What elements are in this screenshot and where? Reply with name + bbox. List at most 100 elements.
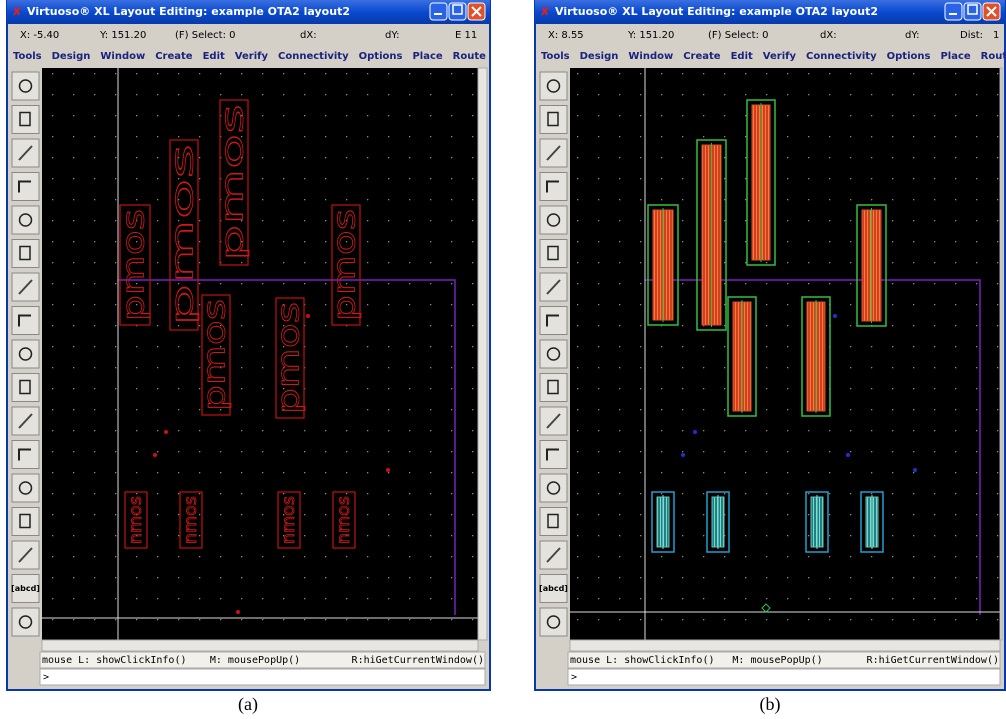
pin-dot [693,430,697,434]
instance-label: pmos [198,299,233,411]
instance-label: nmos [181,496,201,544]
minimize-button[interactable] [945,3,962,20]
status-field: Dist: [960,30,983,41]
menu-item[interactable]: Edit [203,51,225,62]
menu-item[interactable]: Create [155,51,193,62]
instance-label: nmos [334,496,354,544]
mouse-binding: mouse L: showClickInfo() [42,655,187,666]
tool-button[interactable] [12,340,39,368]
menu-item[interactable]: Place [940,51,970,62]
h-scrollbar[interactable] [42,640,478,651]
prompt: > [571,672,577,683]
tool-button[interactable] [540,206,567,234]
tool-button[interactable] [12,72,39,100]
mouse-binding: M: mousePopUp() [732,655,822,666]
pin-dot [681,453,685,457]
caption: (b) [760,694,781,715]
h-scrollbar[interactable] [570,640,1000,651]
tool-button[interactable] [540,307,567,335]
tool-button[interactable] [540,72,567,100]
tool-button[interactable] [12,206,39,234]
menu-item[interactable]: Edit [731,51,753,62]
minimize-button[interactable] [430,3,447,20]
status-field: dX: [820,30,837,41]
tool-button[interactable] [540,374,567,402]
tool-button[interactable] [540,474,567,502]
window-title: Virtuoso® XL Layout Editing: example OTA… [555,5,878,18]
tool-button[interactable] [540,608,567,636]
tool-button[interactable] [12,608,39,636]
instance-label: nmos [126,496,146,544]
status-field: (F) Select: 0 [708,30,769,41]
tool-button[interactable] [540,508,567,536]
tool-button[interactable] [12,173,39,201]
status-field: dY: [385,30,400,41]
tool-button[interactable] [540,340,567,368]
prompt-bar [568,669,1000,685]
instance-label: pmos [272,302,307,414]
layout-canvas [570,68,1000,640]
layout-canvas: pmospmospmospmospmospmosnmosnmosnmosnmos [42,68,478,640]
pin-dot [846,453,850,457]
pin-dot [833,314,837,318]
status-field: X: -5.40 [20,30,59,41]
menu-item[interactable]: Verify [235,51,269,62]
pin-dot [913,468,917,472]
prompt: > [43,672,49,683]
pin-dot [236,610,240,614]
menu-item[interactable]: Options [887,51,931,62]
tool-label: [abcd] [539,584,568,593]
tool-label: [abcd] [11,584,40,593]
tool-button[interactable] [12,508,39,536]
menu-item[interactable]: Verify [763,51,797,62]
tool-button[interactable] [12,474,39,502]
tool-button[interactable] [12,307,39,335]
status-field: Y: 151.20 [99,30,146,41]
pin-dot [386,468,390,472]
menu-item[interactable]: Window [100,51,145,62]
mouse-binding: R:hiGetCurrentWindow() [352,655,484,666]
tool-button[interactable] [12,441,39,469]
tool-button[interactable] [540,173,567,201]
grid-dots [570,68,1000,640]
window: ✘Virtuoso® XL Layout Editing: example OT… [7,0,490,690]
pin-dot [164,430,168,434]
tool-button[interactable] [12,240,39,268]
app-icon: ✘ [12,5,22,19]
status-field: dX: [300,30,317,41]
tool-button[interactable] [540,240,567,268]
instance-label: pmos [328,209,363,321]
tool-button[interactable] [12,106,39,134]
menu-item[interactable]: Design [580,51,619,62]
instance-label: nmos [279,496,299,544]
menu-item[interactable]: Create [683,51,721,62]
status-field: Y: 151.20 [627,30,674,41]
pin-dot [153,453,157,457]
tool-button[interactable] [540,441,567,469]
menu-item[interactable]: Options [359,51,403,62]
tool-button[interactable] [540,106,567,134]
menu-item[interactable]: Place [412,51,442,62]
status-field: (F) Select: 0 [175,30,236,41]
menu-item[interactable]: Route [453,51,486,62]
menu-item[interactable]: Design [52,51,91,62]
tool-button[interactable] [12,374,39,402]
mouse-binding: M: mousePopUp() [210,655,300,666]
menu-item[interactable]: Tools [13,51,42,62]
v-scrollbar[interactable] [1000,68,1002,640]
menu-item[interactable]: Window [628,51,673,62]
pin-dot [306,314,310,318]
menu-item[interactable]: Route [981,51,1006,62]
menu-item[interactable]: Connectivity [806,51,877,62]
status-field: E 11 [455,30,477,41]
v-scrollbar[interactable] [478,68,487,640]
menu-item[interactable]: Connectivity [278,51,349,62]
caption: (a) [238,694,258,715]
status-field: X: 8.55 [548,30,584,41]
status-field: 1 [993,30,999,41]
screenshot: ✘ Virtuoso® XL Layout Editing: example OT… [0,0,1006,719]
instance-label: pmos [117,209,152,321]
glyph [949,13,957,15]
status-field: dY: [905,30,920,41]
menu-item[interactable]: Tools [541,51,570,62]
